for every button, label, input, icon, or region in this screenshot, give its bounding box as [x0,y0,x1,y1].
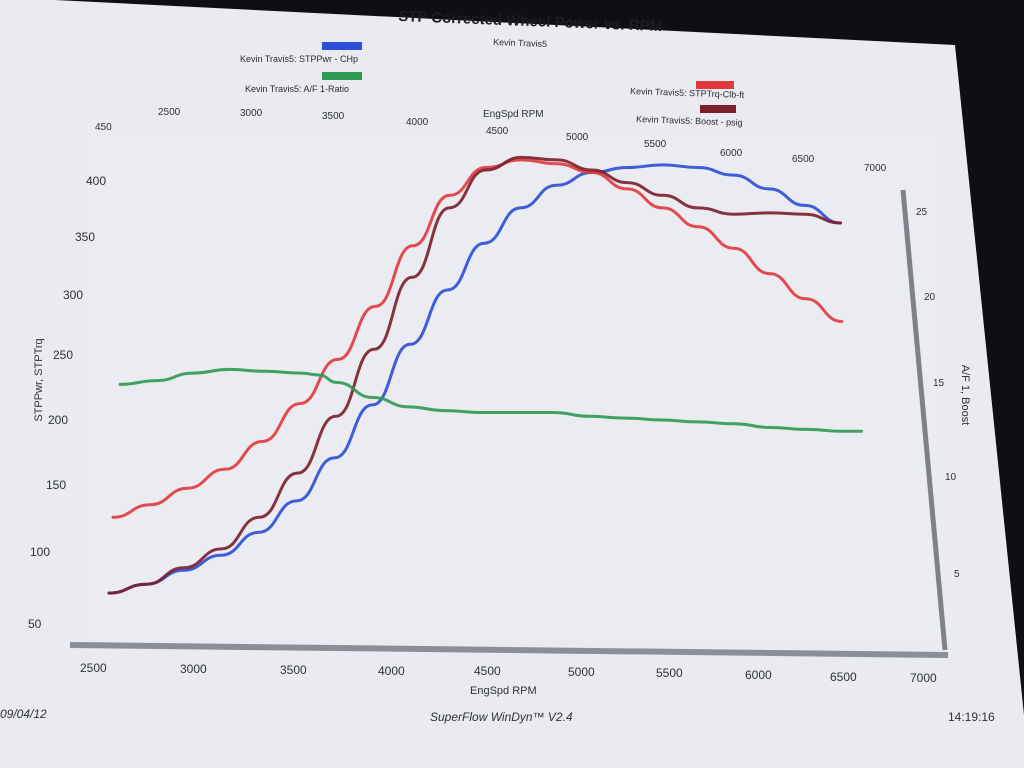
series-layer [107,155,863,595]
legend-item-torque: Kevin Travis5: STPTrq-Clb-ft [630,81,745,100]
series-line-2 [107,155,842,595]
legend-item-boost: Kevin Travis5: Boost - psig [636,105,743,128]
footer-time: 14:19:16 [948,710,995,724]
legend: Kevin Travis5: STPPwr - CHp Kevin Travis… [240,42,745,128]
series-line-1 [111,158,844,519]
y-ticks: 50 100 150 200 250 300 350 400 450 [28,122,112,631]
top-x-tick: 3500 [322,111,345,122]
legend-swatch-boost [700,105,736,113]
x-tick: 2500 [80,661,107,675]
y2-tick: 10 [945,472,957,483]
x-axis-line [69,642,949,658]
top-x-tick: 7000 [864,163,887,174]
x-axis-title: EngSpd RPM [470,685,537,697]
y-tick: 400 [86,174,106,188]
x-tick: 6500 [830,670,857,684]
series-line-0 [107,163,842,595]
footer-date: 09/04/12 [0,707,47,721]
y-tick: 250 [53,348,73,362]
top-x-tick: 6000 [720,148,743,159]
y2-tick: 15 [933,378,945,389]
y-tick: 100 [30,545,50,559]
x-tick: 7000 [910,671,937,685]
legend-label-power: Kevin Travis5: STPPwr - CHp [240,54,358,64]
top-x-tick: 5500 [644,139,667,150]
top-x-tick: 5000 [566,132,589,143]
y-tick: 350 [75,230,95,244]
y-tick: 300 [63,288,83,302]
x-tick: 3500 [280,663,307,677]
legend-label-af-ratio: Kevin Travis5: A/F 1-Ratio [245,84,349,94]
top-x-axis-title: EngSpd RPM [483,109,544,120]
legend-swatch-power [322,42,362,50]
top-x-tick: 3000 [240,108,263,119]
top-x-ticks: 2500 3000 3500 4000 4500 5000 5500 6000 … [158,107,887,174]
y-tick: 50 [28,617,42,631]
chart-subtitle: Kevin Travis5 [493,37,547,49]
x-tick: 6000 [745,668,772,682]
y-tick: 450 [95,122,112,133]
legend-label-boost: Kevin Travis5: Boost - psig [636,114,743,128]
legend-label-torque: Kevin Travis5: STPTrq-Clb-ft [630,86,745,100]
y-axis-title: STPPwr, STPTrq [33,338,45,421]
y2-ticks: 5 10 15 20 25 [916,207,960,580]
top-x-tick: 4500 [486,126,509,137]
legend-item-af-ratio: Kevin Travis5: A/F 1-Ratio [245,72,362,94]
legend-item-power: Kevin Travis5: STPPwr - CHp [240,42,362,64]
x-tick: 4500 [474,664,501,678]
series-line-3 [118,367,863,433]
top-x-tick: 4000 [406,117,429,128]
top-x-tick: 6500 [792,154,815,165]
x-tick: 4000 [378,664,405,678]
y2-tick: 5 [954,569,960,580]
top-x-tick: 2500 [158,107,181,118]
x-tick: 3000 [180,662,207,676]
footer-software: SuperFlow WinDyn™ V2.4 [430,710,573,724]
legend-swatch-torque [696,81,734,89]
y2-tick: 25 [916,207,928,218]
y2-axis-title: A/F 1, Boost [959,365,971,426]
y-tick: 200 [48,413,68,427]
legend-swatch-af-ratio [322,72,362,80]
x-tick: 5500 [656,666,683,680]
right-axis-line [900,189,948,651]
x-tick: 5000 [568,665,595,679]
y2-tick: 20 [924,292,936,303]
x-ticks: 2500 3000 3500 4000 4500 5000 5500 6000 … [80,661,937,685]
y-tick: 150 [46,478,66,492]
